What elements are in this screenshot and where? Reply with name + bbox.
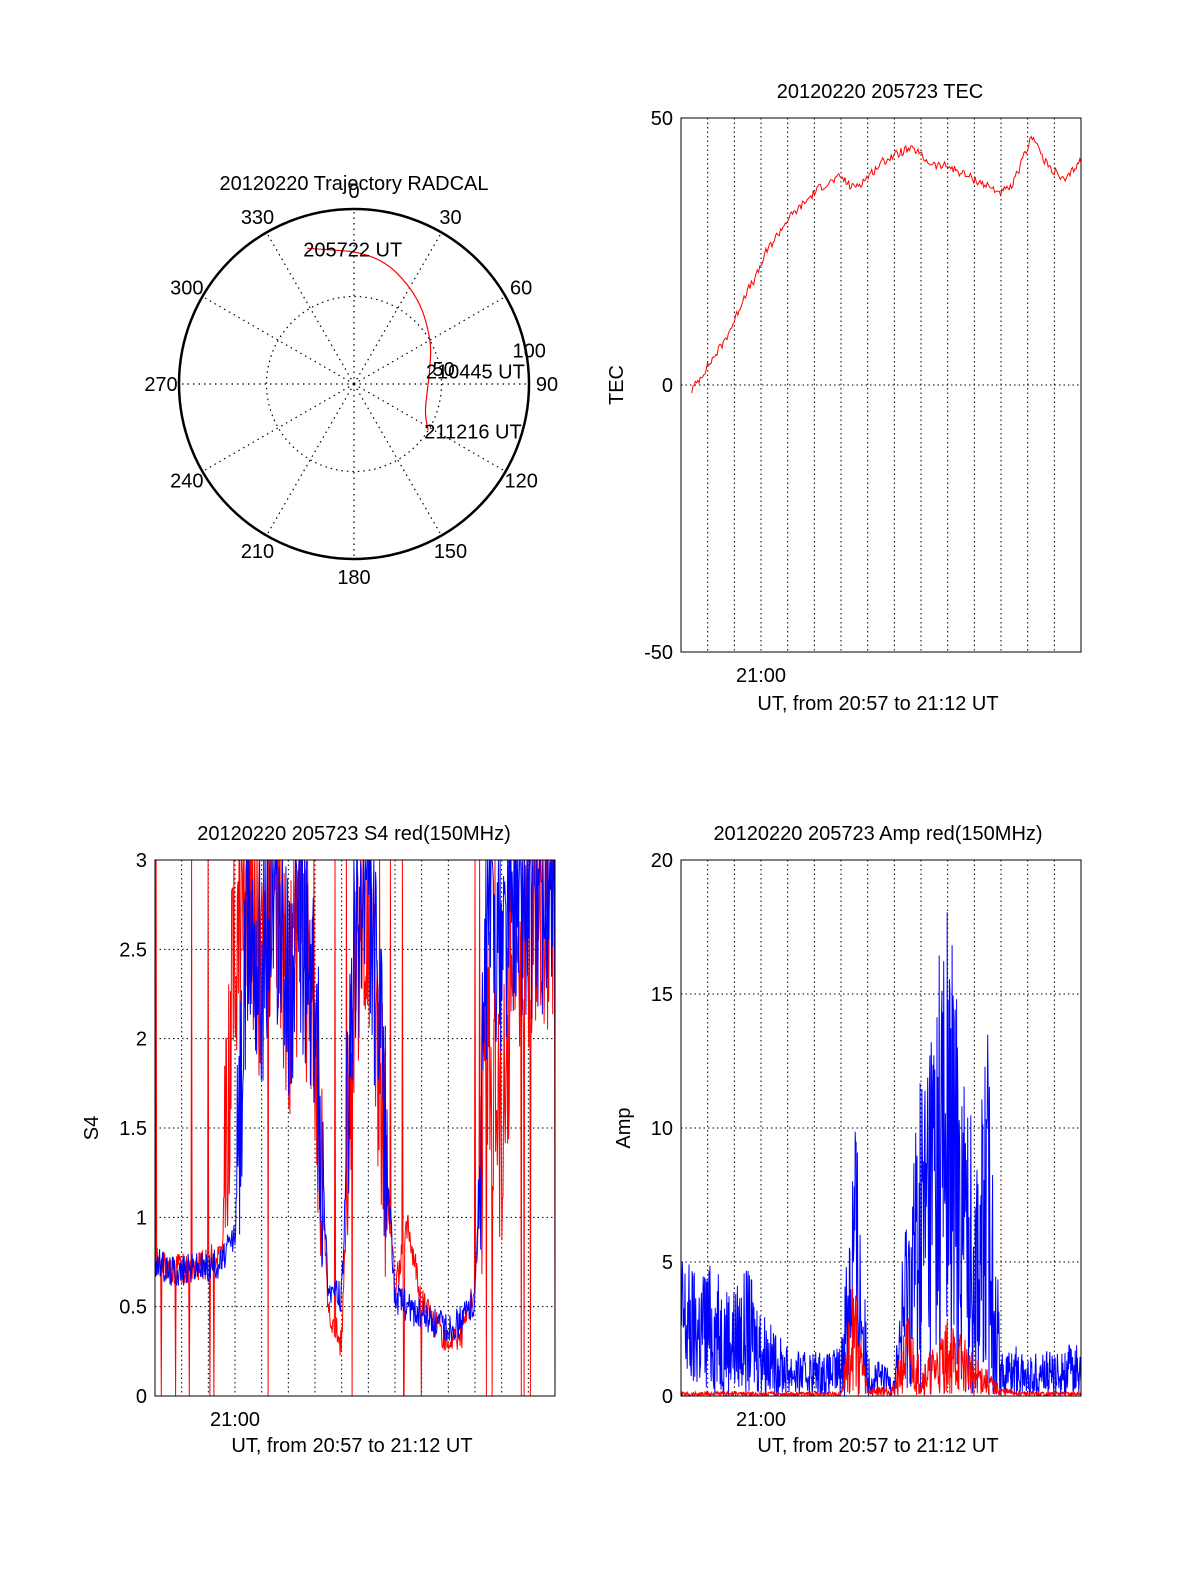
amp-series-line-blue <box>681 912 1081 1396</box>
s4-plot-frame <box>154 859 556 1397</box>
polar-angle-label: 90 <box>536 374 558 396</box>
tec-y-tick-label: -50 <box>644 642 673 664</box>
tec-y-tick-label: 50 <box>651 108 673 130</box>
trajectory-time-label: 205722 UT <box>303 239 402 261</box>
polar-radius-label: 100 <box>512 341 545 363</box>
s4-series-line-blue <box>155 860 555 1343</box>
amp-panel: 20120220 205723 Amp red(150MHz) 0 5 10 15 20… <box>613 823 1082 1457</box>
polar-radius-label: 50 <box>432 359 454 381</box>
polar-angle-label: 180 <box>337 567 370 589</box>
amp-series-line-red <box>681 1286 1081 1396</box>
amp-grid <box>681 860 1081 1396</box>
s4-y-tick-label: 1.5 <box>119 1118 147 1140</box>
tec-x-axis-label: UT, from 20:57 to 21:12 UT <box>757 693 998 715</box>
s4-y-tick-label: 2 <box>136 1029 147 1051</box>
polar-angle-label: 330 <box>241 207 274 229</box>
tec-series <box>691 135 1081 394</box>
tec-title: 20120220 205723 TEC <box>777 81 983 103</box>
polar-angle-label: 270 <box>144 374 177 396</box>
s4-panel: 20120220 205723 S4 red(150MHz) 0 0.5 1 1.5 2… <box>81 823 556 1457</box>
amp-series <box>681 912 1081 1396</box>
s4-y-tick-label: 0 <box>136 1386 147 1408</box>
trajectory-labels: 205722 UT 210445 UT 211216 UT <box>303 239 525 443</box>
tec-y-axis-label: TEC <box>606 365 628 405</box>
tec-y-tick-label: 0 <box>662 375 673 397</box>
s4-y-tick-label: 2.5 <box>119 939 147 961</box>
amp-x-tick-label: 21:00 <box>736 1409 786 1431</box>
s4-y-axis-label: S4 <box>81 1116 103 1140</box>
polar-angle-label: 30 <box>439 207 461 229</box>
amp-y-tick-label: 10 <box>651 1118 673 1140</box>
trajectory-time-label: 210445 UT <box>426 362 525 384</box>
polar-angle-label: 240 <box>170 471 203 493</box>
s4-y-tick-labels: 0 0.5 1 1.5 2 2.5 3 <box>119 850 147 1408</box>
amp-x-tick-labels: 21:00 <box>736 1409 786 1431</box>
amp-y-tick-labels: 0 5 10 15 20 <box>651 850 673 1408</box>
polar-radius-labels: 50 100 <box>432 341 545 381</box>
polar-angle-label: 0 <box>348 181 359 203</box>
tec-y-tick-labels: -50 0 50 <box>644 108 673 664</box>
polar-angle-label: 150 <box>434 541 467 563</box>
tec-x-tick-label: 21:00 <box>736 665 786 687</box>
polar-angle-labels: 0 30 60 90 120 150 180 210 240 270 300 330 <box>144 181 558 589</box>
tec-x-tick-labels: 21:00 <box>736 665 786 687</box>
polar-spoke <box>353 383 443 536</box>
polar-spoke <box>265 383 355 536</box>
s4-y-tick-label: 1 <box>136 1207 147 1229</box>
amp-y-tick-label: 20 <box>651 850 673 872</box>
polar-angle-label: 210 <box>241 541 274 563</box>
polar-trajectory-panel: 20120220 Trajectory RADCAL 0 30 60 90 120 150… <box>144 173 558 589</box>
s4-series <box>155 860 555 1396</box>
s4-y-tick-label: 0.5 <box>119 1297 147 1319</box>
amp-y-tick-label: 5 <box>662 1252 673 1274</box>
amp-x-axis-label: UT, from 20:57 to 21:12 UT <box>757 1435 998 1457</box>
s4-x-axis-label: UT, from 20:57 to 21:12 UT <box>231 1435 472 1457</box>
amp-y-tick-label: 0 <box>662 1386 673 1408</box>
amp-plot-frame <box>680 859 1082 1397</box>
polar-spoke <box>202 383 355 473</box>
amp-y-tick-label: 15 <box>651 984 673 1006</box>
tec-panel: 20120220 205723 TEC -50 0 50 21:00 TEC UT,… <box>606 81 1082 715</box>
polar-outer-ring <box>177 207 531 561</box>
polar-ring <box>265 295 443 473</box>
tec-grid <box>681 118 1081 652</box>
s4-x-tick-label: 21:00 <box>210 1409 260 1431</box>
trajectory-line <box>307 247 432 431</box>
tec-series-line-red <box>691 135 1081 394</box>
s4-y-tick-label: 3 <box>136 850 147 872</box>
polar-grid <box>179 209 529 559</box>
amp-title: 20120220 205723 Amp red(150MHz) <box>713 823 1042 845</box>
s4-x-tick-labels: 21:00 <box>210 1409 260 1431</box>
polar-angle-label: 300 <box>170 278 203 300</box>
trajectory-time-label: 211216 UT <box>424 421 521 443</box>
amp-y-axis-label: Amp <box>613 1107 635 1148</box>
tec-plot-frame <box>680 117 1082 653</box>
s4-series-line-red <box>155 860 555 1396</box>
polar-angle-label: 120 <box>504 471 537 493</box>
s4-title: 20120220 205723 S4 red(150MHz) <box>197 823 511 845</box>
polar-title: 20120220 Trajectory RADCAL <box>219 173 488 195</box>
polar-angle-label: 60 <box>510 278 532 300</box>
